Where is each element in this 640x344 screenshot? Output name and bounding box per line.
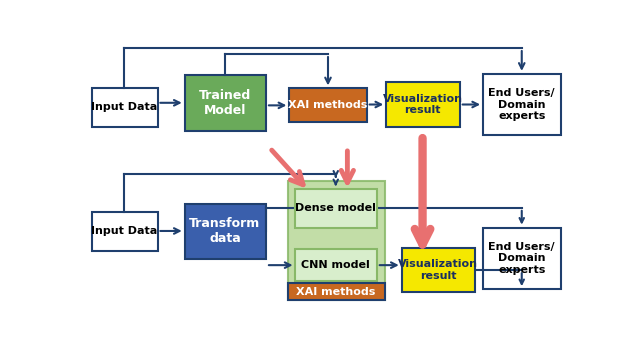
Bar — [296, 249, 377, 281]
Bar — [288, 283, 385, 300]
Bar — [184, 204, 266, 259]
Bar — [386, 82, 460, 127]
Bar — [92, 88, 157, 127]
Bar — [402, 248, 476, 292]
Text: End Users/
Domain
experts: End Users/ Domain experts — [488, 242, 555, 275]
Text: CNN model: CNN model — [301, 260, 370, 270]
Bar — [184, 75, 266, 131]
Text: Trained
Model: Trained Model — [199, 89, 251, 117]
Text: Input Data: Input Data — [91, 226, 157, 236]
Bar — [483, 227, 561, 289]
Bar — [483, 74, 561, 135]
Text: Input Data: Input Data — [91, 102, 157, 112]
Bar — [296, 189, 377, 227]
Text: Dense model: Dense model — [295, 203, 376, 213]
Text: Visualization
result: Visualization result — [383, 94, 463, 115]
Text: End Users/
Domain
experts: End Users/ Domain experts — [488, 88, 555, 121]
Text: XAI methods: XAI methods — [288, 100, 368, 110]
Bar — [92, 212, 157, 251]
Bar — [289, 88, 367, 122]
Bar — [288, 181, 385, 300]
Text: XAI methods: XAI methods — [296, 287, 376, 297]
Text: Transform
data: Transform data — [189, 217, 260, 245]
Text: Visualization
result: Visualization result — [398, 259, 478, 281]
